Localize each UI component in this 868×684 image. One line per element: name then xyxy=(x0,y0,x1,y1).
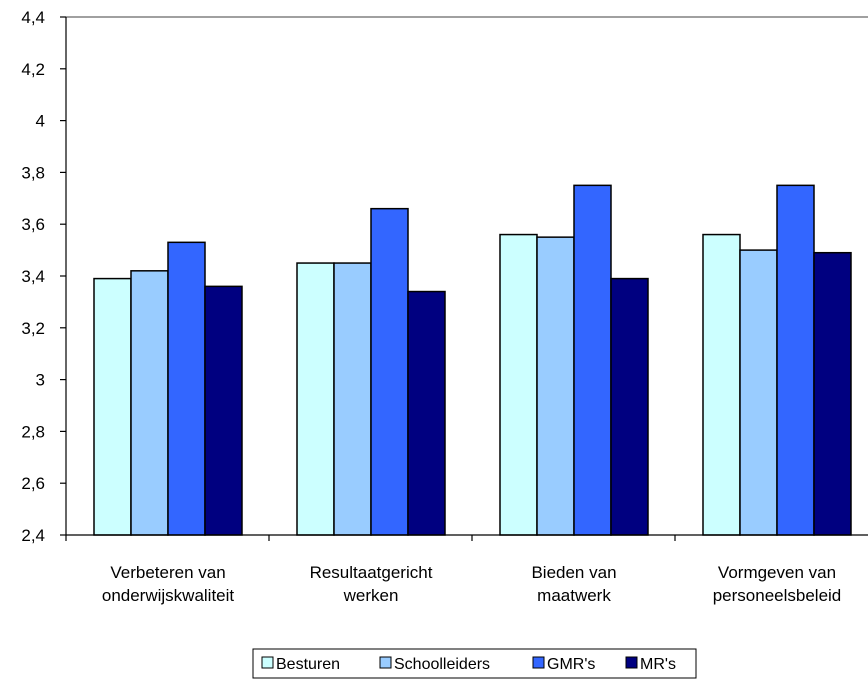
x-tick-label: Resultaatgericht xyxy=(310,563,433,582)
bar xyxy=(776,184,815,536)
axes-layer: 2,4 2,6 2,8 3 3,2 3,4 3,6 3,8 4 4,2 4,4 Verbeteren … xyxy=(21,8,868,605)
bar xyxy=(93,277,132,536)
x-tick-label: Verbeteren van xyxy=(110,563,225,582)
bar xyxy=(536,236,575,536)
legend-swatch xyxy=(532,656,545,669)
y-tick-label: 2,6 xyxy=(21,474,45,493)
bar xyxy=(167,241,206,536)
y-tick-label: 4,4 xyxy=(21,8,45,27)
bar xyxy=(130,270,169,536)
legend-swatch xyxy=(379,656,392,669)
bar xyxy=(739,249,778,536)
y-tick-label: 4,2 xyxy=(21,60,45,79)
y-tick-label: 3 xyxy=(36,371,45,390)
legend-label: Besturen xyxy=(276,656,340,673)
bar xyxy=(702,233,741,536)
bar xyxy=(499,233,538,536)
y-tick-label: 3,6 xyxy=(21,215,45,234)
x-tick-label: werken xyxy=(343,586,399,605)
y-tick-label: 3,8 xyxy=(21,163,45,182)
bar xyxy=(370,207,409,536)
bar xyxy=(610,277,649,536)
legend-swatch xyxy=(625,656,638,669)
legend-label: GMR's xyxy=(547,656,595,673)
legend-swatch xyxy=(261,656,274,669)
bar xyxy=(296,262,335,536)
bar xyxy=(407,290,446,536)
y-tick-label: 3,4 xyxy=(21,267,45,286)
x-tick-label: Vormgeven van xyxy=(718,563,836,582)
bars-layer xyxy=(93,184,852,536)
y-tick-label: 2,8 xyxy=(21,422,45,441)
bar xyxy=(813,251,852,536)
legend-label: MR's xyxy=(640,656,676,673)
x-tick-label: onderwijskwaliteit xyxy=(102,586,235,605)
bar xyxy=(573,184,612,536)
bar xyxy=(333,262,372,536)
legend-box xyxy=(252,648,697,679)
y-tick-label: 2,4 xyxy=(21,526,45,545)
y-tick-label: 3,2 xyxy=(21,319,45,338)
bar xyxy=(204,285,243,536)
x-tick-label: personeelsbeleid xyxy=(713,586,842,605)
legend-label: Schoolleiders xyxy=(394,656,490,673)
x-tick-label: Bieden van xyxy=(531,563,616,582)
x-tick-label: maatwerk xyxy=(537,586,611,605)
legend: Besturen Schoolleiders GMR's MR's xyxy=(252,648,697,679)
y-tick-label: 4 xyxy=(36,112,45,131)
